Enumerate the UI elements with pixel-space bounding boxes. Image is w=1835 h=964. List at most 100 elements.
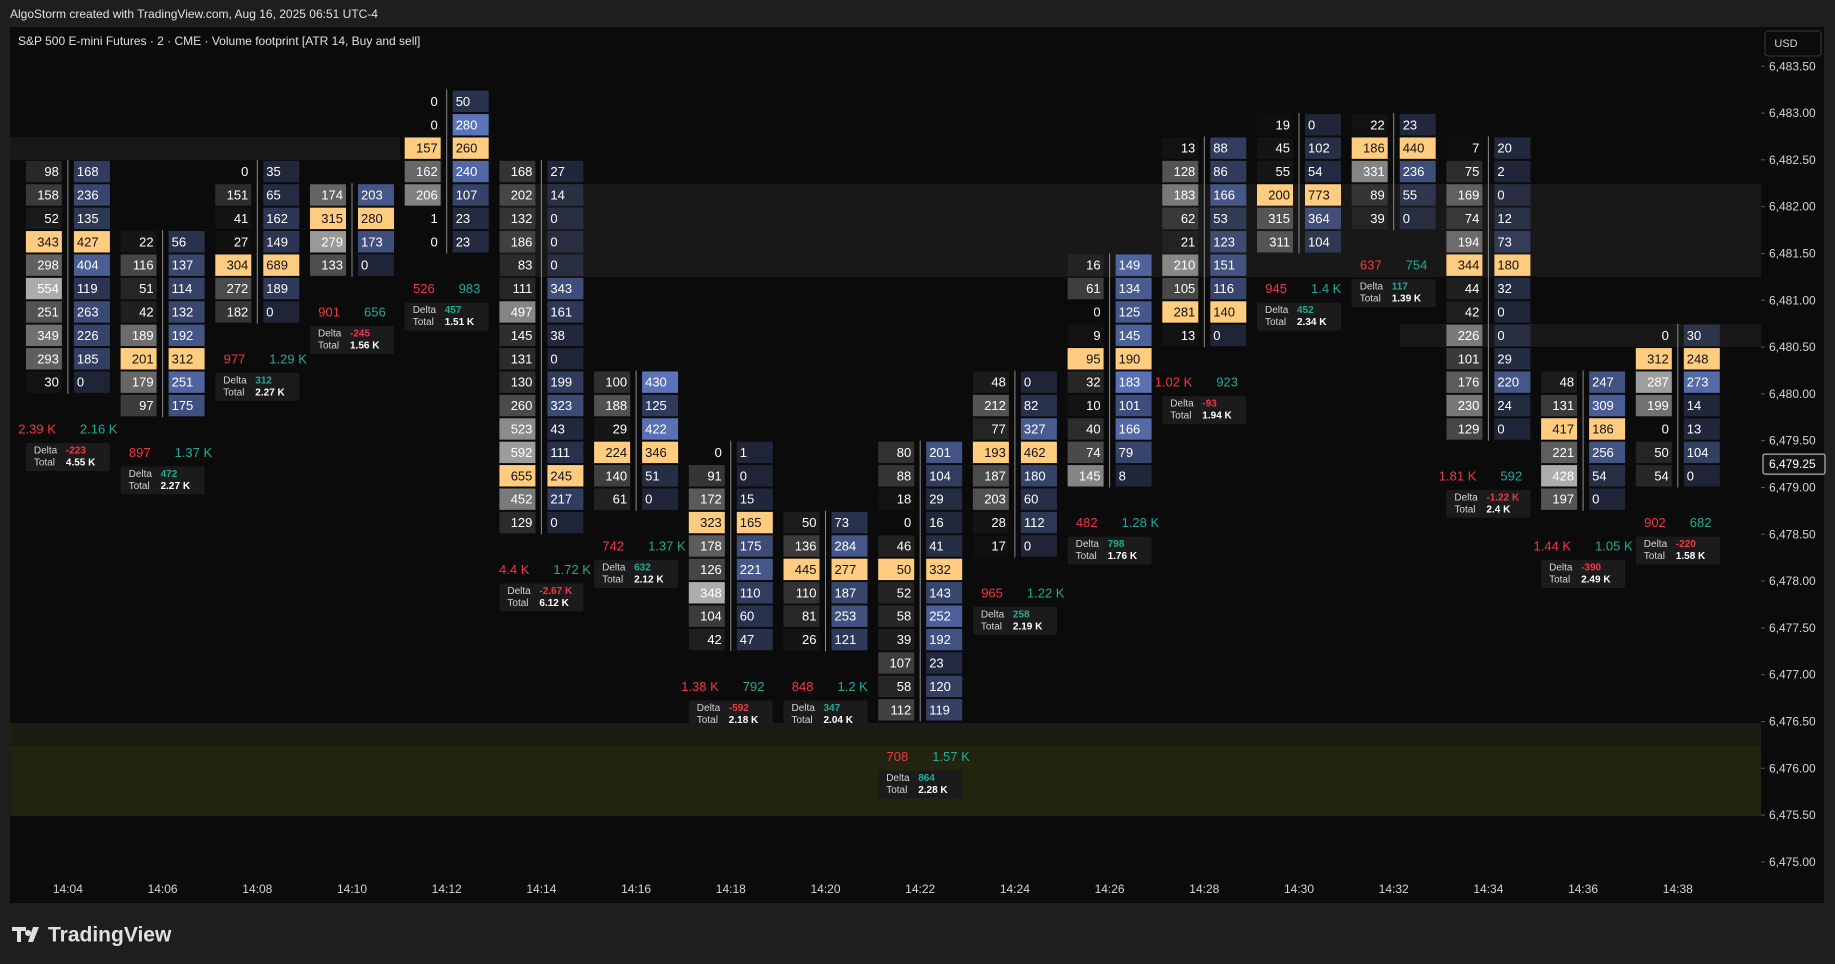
- buy-cell: [1020, 371, 1057, 393]
- buy-cell: [73, 324, 110, 347]
- sell-cell: [120, 348, 157, 370]
- sell-volume: 52: [897, 585, 911, 600]
- buy-volume: 23: [929, 655, 943, 670]
- buy-volume: 135: [77, 211, 99, 226]
- delta-box: [1635, 536, 1720, 565]
- buy-cell: [263, 184, 300, 206]
- sell-cell: [120, 277, 157, 300]
- y-tick-label: 6,478.50: [1769, 527, 1816, 541]
- sell-volume: 42: [1465, 304, 1479, 319]
- sell-total: 965: [981, 585, 1003, 600]
- sell-cell: [688, 465, 725, 487]
- x-tick-label: 14:32: [1379, 882, 1409, 896]
- buy-cell: [73, 231, 110, 253]
- buy-volume: 82: [1024, 398, 1038, 413]
- buy-volume: 199: [550, 375, 572, 390]
- buy-volume: 0: [550, 211, 557, 226]
- sell-cell: [688, 511, 725, 534]
- buy-volume: 8: [1119, 468, 1126, 483]
- buy-cell: [73, 348, 110, 370]
- buy-cell: [1399, 160, 1436, 183]
- delta-box: [972, 606, 1057, 635]
- sell-volume: 111: [513, 281, 533, 296]
- buy-cell: [452, 184, 489, 206]
- y-tick-label: 6,475.50: [1769, 808, 1816, 822]
- buy-volume: 0: [550, 351, 557, 366]
- profile-band: [10, 137, 400, 160]
- sell-total: 977: [224, 351, 246, 366]
- buy-cell: [1494, 137, 1531, 159]
- buy-volume: 221: [740, 562, 762, 577]
- delta-value: -223: [66, 445, 86, 456]
- buy-volume: 149: [1119, 258, 1141, 273]
- buy-volume: 43: [550, 421, 564, 436]
- sell-cell: [499, 418, 536, 440]
- total-value: 2.27 K: [161, 481, 191, 492]
- buy-cell: [642, 488, 679, 510]
- buy-cell: [926, 675, 963, 698]
- buy-cell: [452, 114, 489, 136]
- sell-cell: [120, 254, 157, 276]
- total-value: 2.19 K: [1013, 621, 1043, 632]
- sell-volume: 105: [1174, 281, 1196, 296]
- buy-cell: [358, 207, 394, 230]
- buy-total: 792: [743, 679, 765, 694]
- buy-volume: 104: [1308, 234, 1330, 249]
- delta-caption: Delta: [1360, 282, 1384, 293]
- buy-cell: [926, 535, 963, 557]
- sell-volume: 655: [511, 468, 533, 483]
- buy-cell: [358, 231, 394, 253]
- buy-volume: 773: [1308, 187, 1330, 202]
- delta-value: 347: [824, 703, 841, 714]
- buy-volume: 263: [77, 304, 99, 319]
- sell-cell: [1067, 441, 1104, 464]
- sell-volume: 0: [241, 164, 248, 179]
- buy-volume: 462: [1024, 445, 1046, 460]
- sell-cell: [972, 394, 1009, 417]
- sell-volume: 44: [1465, 281, 1479, 296]
- sell-total: 848: [792, 679, 814, 694]
- sell-cell: [878, 605, 915, 627]
- buy-volume: 50: [456, 94, 470, 109]
- total-value: 1.51 K: [445, 317, 475, 328]
- sell-cell: [120, 301, 157, 323]
- sell-cell: [499, 488, 536, 510]
- sell-cell: [215, 277, 252, 300]
- buy-cell: [1305, 231, 1341, 253]
- buy-volume: 273: [1687, 375, 1709, 390]
- buy-total: 1.37 K: [648, 538, 686, 553]
- sell-volume: 18: [897, 492, 911, 507]
- buy-volume: 35: [266, 164, 280, 179]
- buy-cell: [263, 254, 300, 276]
- buy-volume: 192: [172, 328, 194, 343]
- buy-cell: [736, 628, 773, 651]
- x-tick-label: 14:04: [53, 882, 83, 896]
- delta-value: 117: [1392, 282, 1409, 293]
- buy-cell: [547, 488, 584, 510]
- buy-cell: [168, 348, 205, 370]
- sell-cell: [499, 254, 536, 276]
- buy-cell: [73, 371, 110, 393]
- sell-cell: [783, 605, 820, 627]
- sell-volume: 210: [1174, 258, 1196, 273]
- currency-box[interactable]: [1764, 30, 1822, 57]
- total-caption: Total: [1549, 574, 1570, 585]
- buy-cell: [1210, 277, 1247, 300]
- sell-volume: 221: [1552, 445, 1574, 460]
- buy-cell: [1494, 418, 1531, 440]
- delta-value: -220: [1676, 539, 1696, 550]
- sell-volume: 445: [795, 562, 817, 577]
- buy-volume: 253: [835, 609, 857, 624]
- delta-value: 452: [1297, 305, 1314, 316]
- buy-cell: [168, 324, 205, 347]
- total-caption: Total: [1360, 294, 1381, 305]
- sell-cell: [1446, 277, 1483, 300]
- sell-volume: 55: [1276, 164, 1290, 179]
- delta-caption: Delta: [413, 305, 437, 316]
- buy-volume: 56: [172, 234, 186, 249]
- buy-volume: 0: [1308, 117, 1315, 132]
- sell-volume: 169: [1458, 187, 1480, 202]
- sell-cell: [215, 207, 252, 230]
- sell-cell: [25, 207, 62, 230]
- buy-volume: 51: [645, 468, 659, 483]
